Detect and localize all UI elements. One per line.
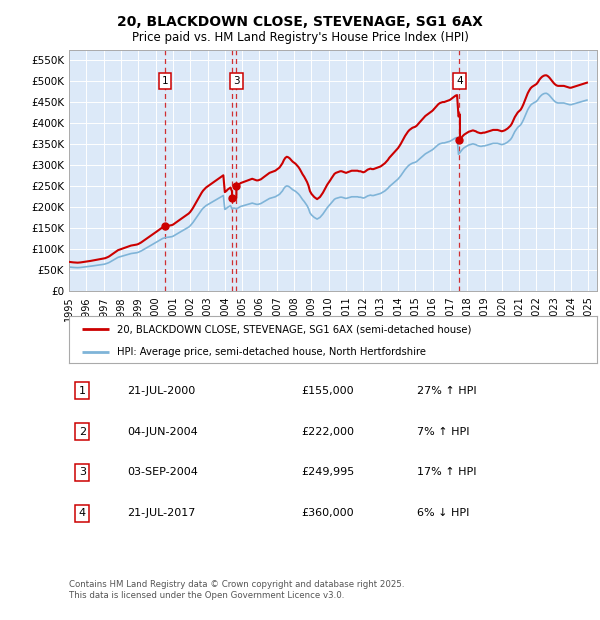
- Text: 17% ↑ HPI: 17% ↑ HPI: [418, 467, 477, 477]
- Text: Contains HM Land Registry data © Crown copyright and database right 2025.
This d: Contains HM Land Registry data © Crown c…: [69, 580, 404, 601]
- Text: 3: 3: [79, 467, 86, 477]
- Text: 2: 2: [79, 427, 86, 436]
- Text: 6% ↓ HPI: 6% ↓ HPI: [418, 508, 470, 518]
- Text: £155,000: £155,000: [301, 386, 354, 396]
- Text: 7% ↑ HPI: 7% ↑ HPI: [418, 427, 470, 436]
- Text: 4: 4: [79, 508, 86, 518]
- Text: 1: 1: [79, 386, 86, 396]
- Text: £360,000: £360,000: [301, 508, 354, 518]
- Text: 3: 3: [233, 76, 240, 86]
- Text: HPI: Average price, semi-detached house, North Hertfordshire: HPI: Average price, semi-detached house,…: [116, 347, 425, 356]
- Text: 27% ↑ HPI: 27% ↑ HPI: [418, 386, 477, 396]
- Text: Price paid vs. HM Land Registry's House Price Index (HPI): Price paid vs. HM Land Registry's House …: [131, 31, 469, 44]
- Text: £249,995: £249,995: [301, 467, 355, 477]
- Text: 03-SEP-2004: 03-SEP-2004: [127, 467, 198, 477]
- Text: 20, BLACKDOWN CLOSE, STEVENAGE, SG1 6AX: 20, BLACKDOWN CLOSE, STEVENAGE, SG1 6AX: [117, 16, 483, 30]
- Text: 1: 1: [162, 76, 169, 86]
- Text: 21-JUL-2017: 21-JUL-2017: [127, 508, 196, 518]
- Text: 21-JUL-2000: 21-JUL-2000: [127, 386, 196, 396]
- Text: £222,000: £222,000: [301, 427, 355, 436]
- Text: 04-JUN-2004: 04-JUN-2004: [127, 427, 198, 436]
- Text: 4: 4: [456, 76, 463, 86]
- Text: 20, BLACKDOWN CLOSE, STEVENAGE, SG1 6AX (semi-detached house): 20, BLACKDOWN CLOSE, STEVENAGE, SG1 6AX …: [116, 324, 471, 334]
